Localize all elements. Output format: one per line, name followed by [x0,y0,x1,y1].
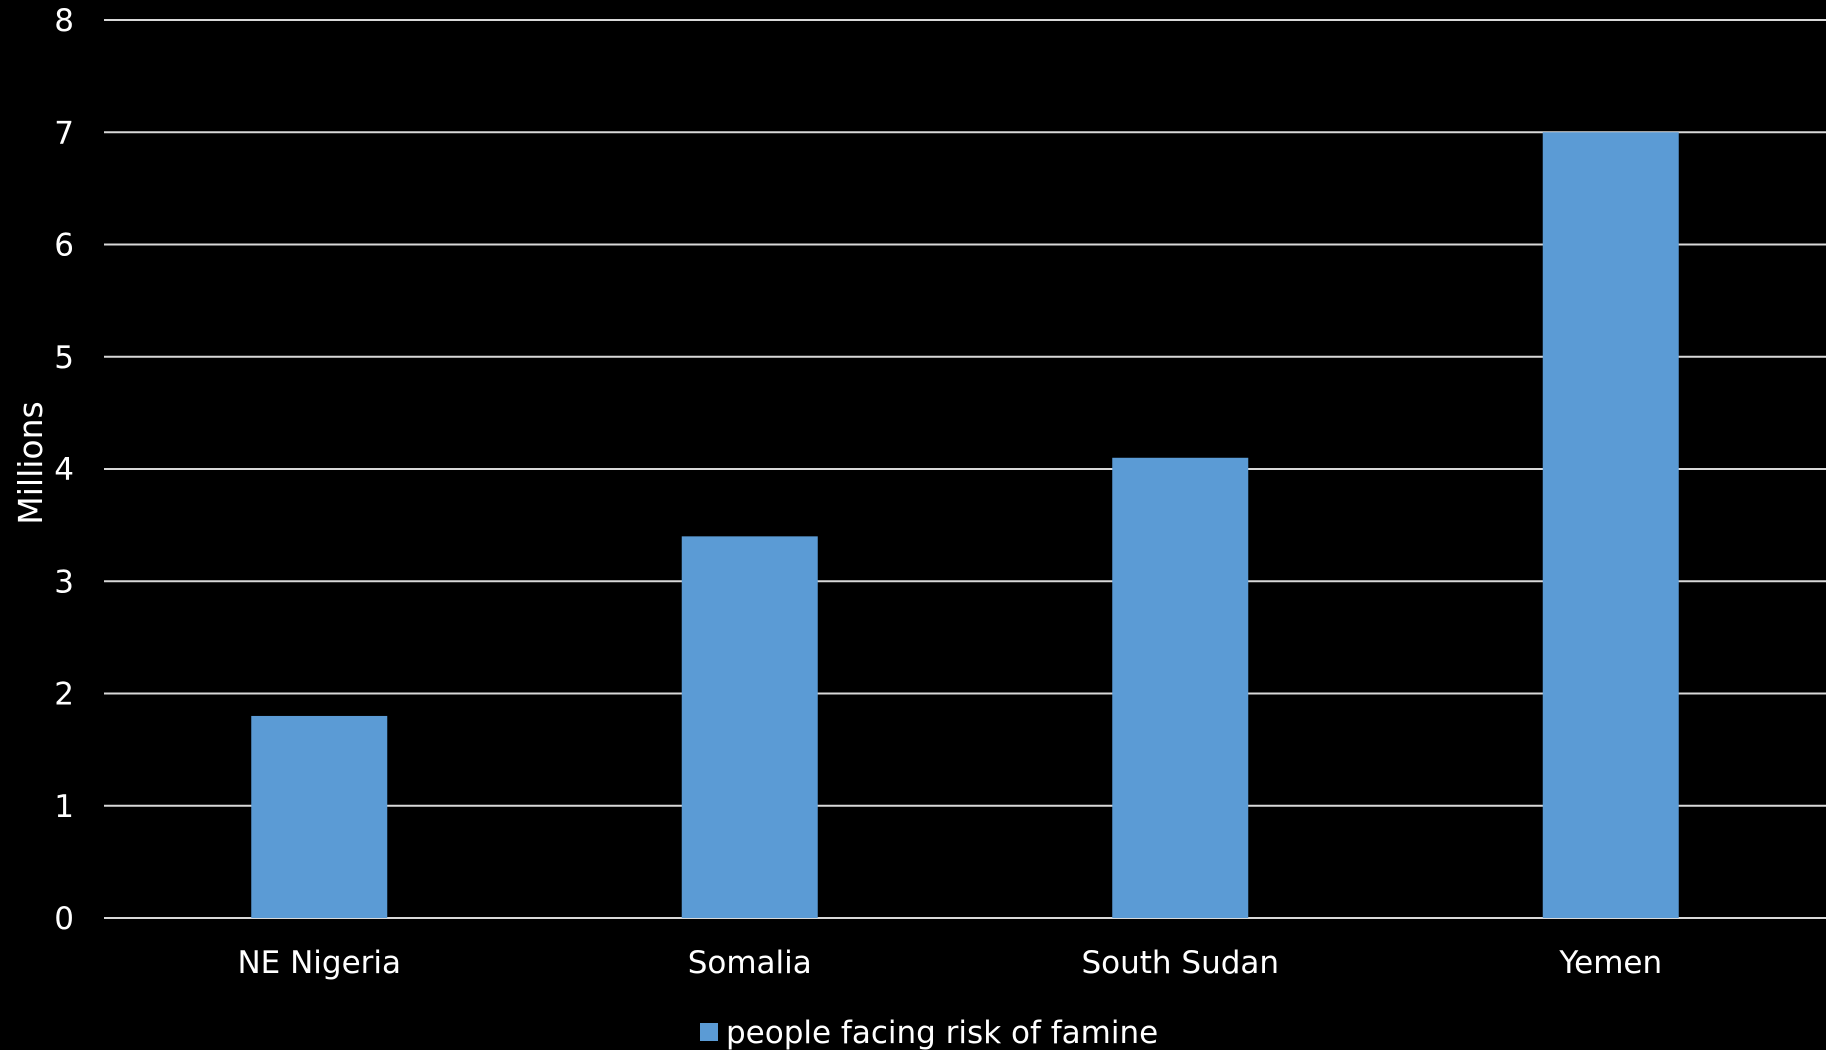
y-tick-label: 2 [54,677,74,713]
bar-yemen [1542,132,1679,918]
y-tick-label: 1 [54,789,74,825]
y-tick-label: 6 [54,228,74,264]
y-tick-label: 3 [54,564,74,600]
y-tick-label: 4 [54,452,74,488]
bar-ne-nigeria [251,715,388,918]
y-tick-label: 0 [54,901,74,937]
bar-somalia [681,536,818,918]
x-category-label: South Sudan [1081,945,1279,981]
y-tick-label: 7 [54,115,74,151]
y-tick-label: 8 [54,3,74,39]
x-axis-categories: NE Nigeria Somalia South Sudan Yemen [237,945,1662,981]
bar-south-sudan [1112,457,1249,918]
x-category-label: Yemen [1558,945,1662,981]
legend-label: people facing risk of famine [726,1015,1158,1050]
y-axis-title: Millions [11,401,50,524]
y-axis-ticks: 0 1 2 3 4 5 6 7 8 [54,3,74,937]
legend-swatch [700,1023,718,1041]
gridlines [104,19,1826,919]
legend: people facing risk of famine [700,1015,1158,1050]
x-category-label: NE Nigeria [237,945,401,981]
x-category-label: Somalia [688,945,812,981]
bars [251,132,1679,918]
y-tick-label: 5 [54,340,74,376]
